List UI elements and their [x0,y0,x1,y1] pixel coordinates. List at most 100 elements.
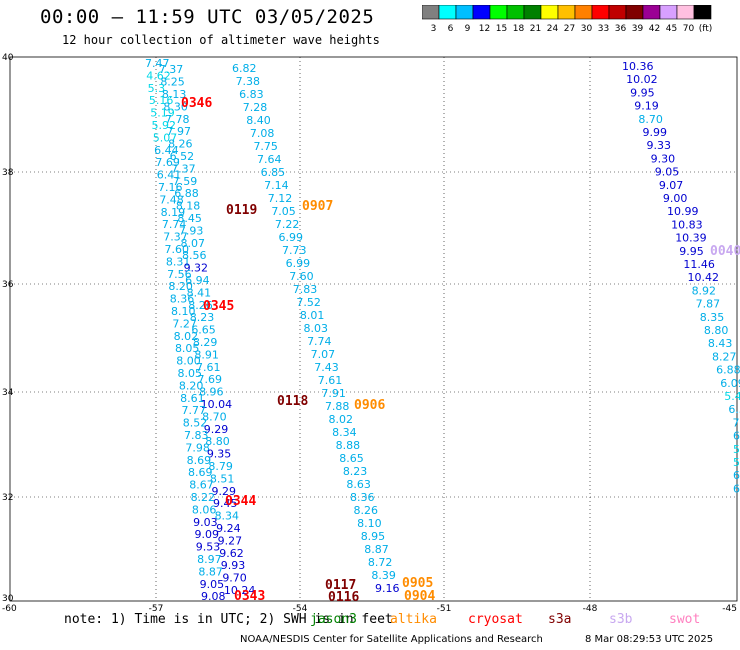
legend-label: 6 [448,24,454,34]
wave-height-value: 8.69 [187,454,212,467]
wave-height-value: 5.07 [153,131,178,144]
wave-height-value: 7.14 [264,179,289,192]
lon-tick-label: -54 [293,604,308,614]
lat-tick-label: 36 [2,280,14,290]
wave-height-value: 7.43 [314,361,339,374]
pass-time-label: 0346 [181,96,212,111]
wave-height-value: 7.77 [181,404,206,417]
wave-height-value: 6.09 [720,377,740,390]
wave-height-value: 6.88 [716,364,740,377]
lat-tick-label: 32 [2,493,13,503]
wave-height-value: 8.70 [638,113,663,126]
wave-height-value: 7.75 [253,140,278,153]
legend-label: 30 [581,24,593,34]
wave-height-value: 7.74 [307,335,332,348]
wave-height-value: 8.79 [208,460,233,473]
pass-time-label: 0343 [234,589,265,604]
wave-height-value: 4.62 [146,69,171,82]
pass-time-label: 0118 [277,394,308,409]
wave-height-value: 6.41 [157,169,182,182]
wave-height-value: 8.20 [168,280,193,293]
wave-height-value: 8.96 [199,386,224,399]
wave-height-value: 8.45 [177,212,202,225]
legend-label: 27 [564,24,575,34]
wave-height-value: 9.30 [651,152,676,165]
wave-height-value: 8.80 [704,324,729,337]
wave-height-value: 7.88 [325,400,350,413]
wave-height-value: 9.53 [196,541,221,554]
wave-height-value: 8.69 [188,466,213,479]
wave-height-value: 6 [733,482,740,495]
wave-height-value: 7.37 [163,231,188,244]
wave-height-value: 8.29 [193,336,218,349]
legend-label: 33 [598,24,609,34]
wave-height-value: 7.28 [243,101,268,114]
wave-height-value: 5.47 [724,390,740,403]
lat-tick-label: 40 [2,53,14,63]
wave-height-value: 9.19 [634,100,659,113]
pass-time-label: 0907 [302,199,333,214]
satellite-s3b-label: s3b [609,612,633,627]
wave-height-value: 7.56 [167,268,192,281]
wave-height-value: 9.29 [211,485,236,498]
pass-time-label: 0345 [203,299,234,314]
wave-height-value: 7.83 [293,283,318,296]
wave-height-value: 8.05 [175,342,200,355]
wave-height-value: 8.34 [332,426,357,439]
wave-height-value: 9.00 [663,192,688,205]
swh-values-layer: 7.477.374.628.255.38.135.168.305.197.785… [145,57,740,605]
wave-height-value: 9.03 [193,516,218,529]
wave-height-value: 8.39 [371,569,396,582]
legend-label: 39 [632,24,644,34]
wave-height-value: 8.34 [215,510,240,523]
wave-height-value: 9.93 [221,559,246,572]
wave-height-value: 7.97 [167,125,192,138]
wave-height-value: 8.26 [168,138,193,151]
wave-height-value: 9.95 [630,86,655,99]
wave-height-value: 7.22 [275,218,300,231]
lon-tick-label: -45 [722,604,737,614]
generated-timestamp: 8 Mar 08:29:53 UTC 2025 [585,634,714,645]
wave-height-value: 5.16 [149,94,174,107]
legend-label: 24 [547,24,559,34]
satellite-cryosat-label: cryosat [468,612,523,627]
wave-height-value: 5.3 [148,82,166,95]
wave-height-value: 7.60 [289,270,314,283]
legend-label: 42 [649,24,660,34]
page-subtitle: 12 hour collection of altimeter wave hei… [62,33,380,47]
wave-height-value: 6.83 [239,88,264,101]
satellite-swot-label: swot [669,612,701,627]
credit-line: NOAA/NESDIS Center for Satellite Applica… [240,634,543,645]
wave-height-value: 8.56 [182,249,207,262]
legend-label: 21 [530,24,541,34]
wave-height-value: 8.51 [210,472,235,485]
wave-height-value: 7.61 [196,361,221,374]
wave-height-value: 7.37 [171,162,196,175]
wave-height-value: 7.05 [271,205,296,218]
wave-height-value: 7.64 [257,153,282,166]
wave-height-value: 7.12 [268,192,293,205]
wave-height-value: 7.60 [165,243,190,256]
wave-height-value: 8.00 [176,355,201,368]
lon-tick-label: -51 [437,604,452,614]
pass-time-label: 0344 [225,494,256,509]
satellite-altika-label: altika [390,612,437,627]
legend-label: 3 [431,24,437,34]
pass-time-label: 0906 [354,398,385,413]
wave-height-value: 7.83 [184,429,209,442]
wave-height-value: 7.59 [173,175,198,188]
wave-height-value: 9.16 [375,582,400,595]
wave-height-value: 10.36 [622,60,654,73]
wave-height-value: 8.70 [202,410,227,423]
wave-height-value: 8.97 [197,553,222,566]
wave-height-value: 9.35 [207,448,232,461]
wave-height-value: 6.4 [733,430,740,443]
lon-tick-label: -48 [583,604,598,614]
wave-height-value: 9.05 [200,578,225,591]
wave-height-value: 7.98 [185,441,210,454]
wave-height-value: 7.37 [159,63,184,76]
wave-height-value: 8.23 [343,465,368,478]
legend-label: 18 [513,24,525,34]
wave-height-value: 7.61 [318,374,343,387]
